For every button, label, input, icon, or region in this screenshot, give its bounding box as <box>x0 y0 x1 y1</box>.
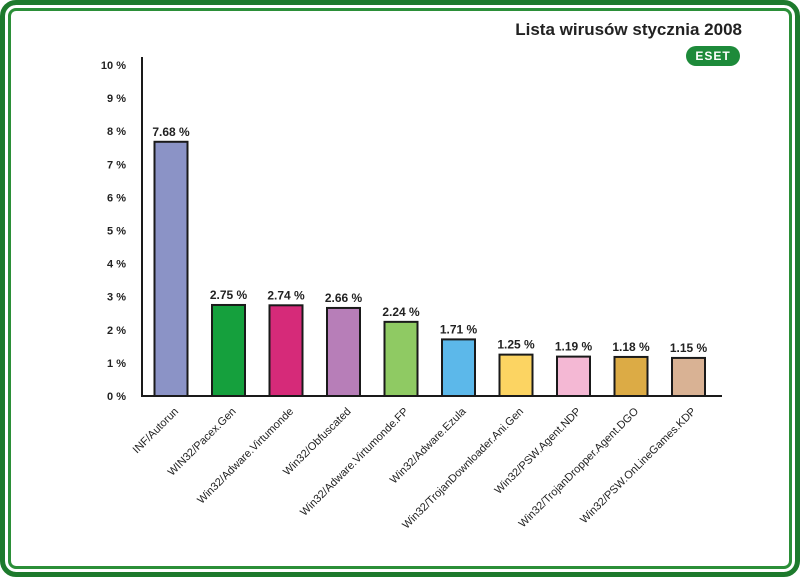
y-tick-label: 5 % <box>107 226 126 238</box>
bar-4 <box>326 306 361 398</box>
bar-8 <box>556 355 591 397</box>
bar-6 <box>441 338 476 397</box>
category-label: Win32/TrojanDropper.Agent.DGO <box>517 405 642 530</box>
y-tick-label: 6 % <box>107 192 126 204</box>
bar-1 <box>153 140 189 397</box>
chart-title: Lista wirusów stycznia 2008 <box>515 20 742 39</box>
y-tick-label: 4 % <box>107 259 126 271</box>
y-tick-label: 8 % <box>107 126 126 138</box>
y-tick-label: 2 % <box>107 325 126 337</box>
bar-9 <box>613 355 649 397</box>
y-tick-label: 0 % <box>107 391 126 403</box>
y-tick-label: 10 % <box>101 60 126 72</box>
data-label: 2.66 % <box>325 291 363 305</box>
bar-5 <box>383 320 419 397</box>
bar-7 <box>498 353 534 397</box>
category-label: Win32/Adware.Virtumonde <box>195 406 296 507</box>
data-label: 1.71 % <box>440 322 478 336</box>
y-tick-label: 9 % <box>107 93 126 105</box>
data-label: 7.68 % <box>152 125 190 139</box>
category-label: Win32/Adware.Virtumonde.FP <box>298 406 411 519</box>
y-tick-label: 1 % <box>107 358 126 370</box>
category-label: Win32/PSW.OnLineGames.KDP <box>578 406 698 526</box>
category-label: INF/Autorun <box>131 406 181 456</box>
bar-10 <box>671 356 706 397</box>
data-label: 1.25 % <box>497 338 535 352</box>
data-label: 2.75 % <box>210 288 248 302</box>
data-label: 1.15 % <box>670 341 708 355</box>
category-label: Win32/TrojanDownloader.Ani.Gen <box>400 406 526 532</box>
bar-3 <box>268 304 304 397</box>
eset-logo: ESET <box>686 46 740 66</box>
data-label: 1.19 % <box>555 340 593 354</box>
bar-2 <box>211 303 246 398</box>
y-tick-label: 3 % <box>107 292 126 304</box>
data-label: 1.18 % <box>612 340 650 354</box>
data-label: 2.74 % <box>267 288 305 302</box>
data-label: 2.24 % <box>382 305 420 319</box>
y-tick-label: 7 % <box>107 159 126 171</box>
